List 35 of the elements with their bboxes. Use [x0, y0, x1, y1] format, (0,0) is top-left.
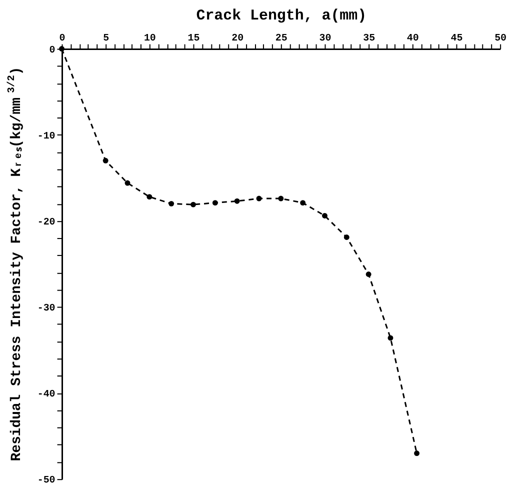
point: [322, 213, 328, 218]
x-tick-label: 50: [494, 32, 507, 44]
x-tick-label: 30: [319, 32, 332, 44]
point: [212, 200, 218, 206]
point: [59, 46, 64, 52]
x-tick-label: 10: [144, 32, 156, 44]
y-tick-label: 0: [49, 44, 56, 56]
x-tick-label: 40: [406, 32, 419, 44]
point: [124, 180, 130, 186]
x-tick-label: 5: [103, 32, 110, 44]
point: [414, 450, 420, 456]
y-tick-label: -40: [37, 388, 56, 400]
y-tick-label: -30: [37, 302, 56, 314]
x-tick-label: 0: [59, 32, 66, 44]
point: [146, 194, 152, 200]
point: [278, 196, 284, 202]
x-tick-label: 25: [275, 32, 288, 44]
y-axis-title: Residual Stress Intensity Factor, Kᵣₑₛ(kg/mm3/2): [6, 66, 25, 462]
point: [344, 234, 350, 240]
point: [366, 272, 372, 277]
point: [388, 335, 394, 341]
y-tick-label: -20: [37, 216, 56, 228]
x-tick-label: 45: [450, 32, 463, 44]
point: [190, 202, 196, 208]
point: [102, 158, 108, 164]
point: [256, 196, 262, 202]
y-tick-label: -50: [37, 474, 56, 486]
x-tick-label: 20: [232, 32, 244, 44]
point: [234, 198, 240, 204]
point: [300, 200, 306, 206]
x-tick-label: 15: [188, 32, 200, 44]
x-tick-label: 35: [363, 32, 376, 44]
y-tick-label: -10: [37, 130, 56, 142]
point: [168, 200, 174, 206]
x-axis-title: Crack Length, a(mm): [196, 8, 367, 24]
